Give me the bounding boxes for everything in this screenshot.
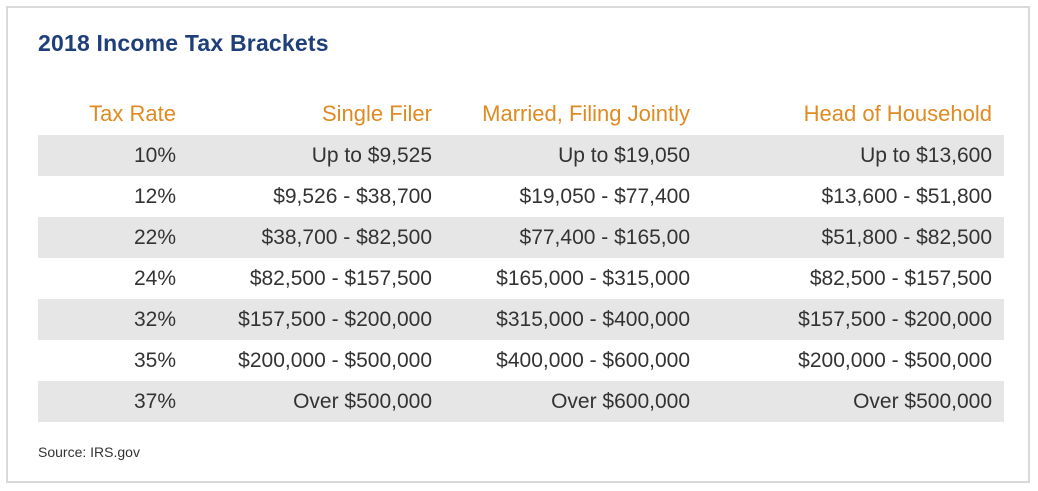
cell-tax-rate: 12%	[133, 184, 176, 208]
source-note: Source: IRS.gov	[38, 444, 140, 460]
table-row: 22% $38,700 - $82,500 $77,400 - $165,00 …	[38, 217, 1004, 258]
cell-single-filer: $9,526 - $38,700	[273, 184, 432, 208]
cell-single-filer: $157,500 - $200,000	[188, 299, 444, 340]
cell-married-filing-jointly: Over $600,000	[444, 381, 702, 422]
table-row: 10% Up to $9,525 Up to $19,050 Up to $13…	[38, 135, 1004, 176]
cell-head-of-household: $157,500 - $200,000	[702, 299, 1004, 340]
cell-married-filing-jointly: $19,050 - $77,400	[519, 184, 690, 208]
page-title: 2018 Income Tax Brackets	[38, 30, 329, 56]
table-row: 35% $200,000 - $500,000 $400,000 - $600,…	[38, 340, 1004, 381]
cell-married-filing-jointly: $77,400 - $165,00	[444, 217, 702, 258]
cell-single-filer: $38,700 - $82,500	[188, 217, 444, 258]
cell-married-filing-jointly: $400,000 - $600,000	[496, 348, 690, 372]
cell-tax-rate: 37%	[38, 381, 188, 422]
header-head-of-household: Head of Household	[803, 101, 992, 126]
tax-bracket-table: Tax Rate Single Filer Married, Filing Jo…	[38, 93, 1004, 422]
table-row: 12% $9,526 - $38,700 $19,050 - $77,400 $…	[38, 176, 1004, 217]
table-row: 24% $82,500 - $157,500 $165,000 - $315,0…	[38, 258, 1004, 299]
cell-married-filing-jointly: $315,000 - $400,000	[444, 299, 702, 340]
table-row: 37% Over $500,000 Over $600,000 Over $50…	[38, 381, 1004, 422]
header-tax-rate: Tax Rate	[89, 101, 176, 126]
cell-married-filing-jointly: Up to $19,050	[444, 135, 702, 176]
header-single-filer: Single Filer	[321, 101, 432, 126]
cell-tax-rate: 22%	[38, 217, 188, 258]
cell-head-of-household: Up to $13,600	[702, 135, 1004, 176]
cell-single-filer: $200,000 - $500,000	[238, 348, 432, 372]
cell-tax-rate: 32%	[38, 299, 188, 340]
cell-tax-rate: 10%	[38, 135, 188, 176]
table-header-row: Tax Rate Single Filer Married, Filing Jo…	[38, 93, 1004, 135]
cell-head-of-household: Over $500,000	[702, 381, 1004, 422]
cell-single-filer: $82,500 - $157,500	[249, 266, 432, 290]
cell-tax-rate: 35%	[133, 348, 176, 372]
cell-single-filer: Up to $9,525	[188, 135, 444, 176]
tax-bracket-card: 2018 Income Tax Brackets Tax Rate Single…	[6, 6, 1030, 483]
cell-head-of-household: $51,800 - $82,500	[702, 217, 1004, 258]
cell-tax-rate: 24%	[133, 266, 176, 290]
cell-head-of-household: $82,500 - $157,500	[809, 266, 992, 290]
cell-married-filing-jointly: $165,000 - $315,000	[496, 266, 690, 290]
cell-head-of-household: $13,600 - $51,800	[821, 184, 992, 208]
table-row: 32% $157,500 - $200,000 $315,000 - $400,…	[38, 299, 1004, 340]
cell-single-filer: Over $500,000	[188, 381, 444, 422]
header-married-filing-jointly: Married, Filing Jointly	[482, 101, 690, 126]
cell-head-of-household: $200,000 - $500,000	[798, 348, 992, 372]
